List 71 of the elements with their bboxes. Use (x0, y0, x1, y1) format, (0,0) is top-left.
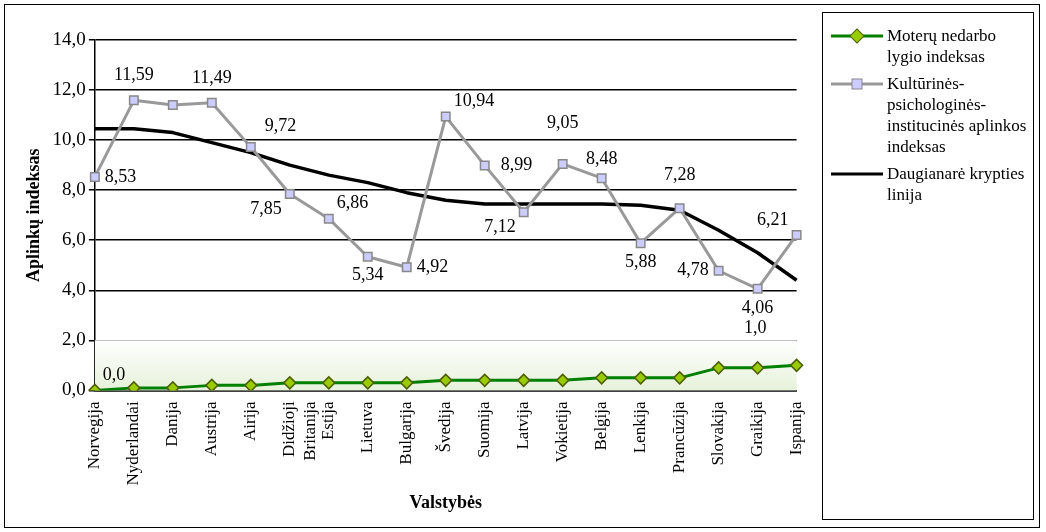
point (674, 203, 685, 214)
point (401, 262, 412, 273)
x-tick-label: Bulgarija (396, 400, 416, 465)
y-tick-label: 6,0 (62, 228, 86, 250)
x-tick-label: Slovakija (708, 400, 728, 466)
x-tick-label: Nyderlandai (123, 401, 143, 486)
x-tick-label: Lenkija (630, 400, 650, 454)
x-tick-label: Estija (318, 400, 338, 441)
x-tick-label: Didžioji Britanija (279, 400, 319, 461)
point (752, 283, 763, 294)
x-tick-label: Danija (162, 400, 182, 447)
x-tick-label: Ispanija (786, 400, 806, 456)
point (128, 95, 139, 106)
point (713, 265, 724, 276)
x-tick-label: Lietuva (357, 400, 377, 454)
data-label: 5,88 (624, 250, 657, 271)
y-tick-label: 4,0 (62, 278, 86, 300)
data-label: 4,92 (416, 255, 449, 276)
point (518, 207, 529, 218)
data-label: 8,99 (500, 154, 533, 175)
point (479, 160, 490, 171)
x-tick-label: Graikija (747, 400, 767, 458)
data-label: 11,49 (191, 66, 232, 87)
point (635, 238, 646, 249)
data-label: 4,06 (741, 296, 774, 317)
x-axis-title: Valstybės (409, 491, 482, 512)
data-label: 9,05 (546, 111, 579, 132)
x-tick-label: Vokietija (552, 400, 572, 463)
point (206, 97, 217, 108)
legend-label: Daugianarė krypties linija (887, 163, 1026, 205)
point (284, 188, 295, 199)
point (791, 229, 802, 240)
data-label: 10,94 (453, 90, 495, 111)
data-label: 8,53 (104, 165, 137, 186)
data-label: 7,85 (250, 197, 282, 218)
point (323, 213, 334, 224)
data-label: 1,0 (744, 317, 767, 338)
data-label: 7,12 (484, 215, 516, 236)
data-label: 6,86 (336, 192, 369, 213)
data-label: 8,48 (585, 147, 618, 168)
data-label: 0,0 (102, 364, 126, 385)
data-label: 6,21 (757, 208, 789, 229)
point (557, 158, 568, 169)
x-tick-label: Prancūzija (669, 400, 689, 474)
y-axis-title: Aplinkų indeksas (23, 148, 44, 282)
legend-label: Kultūrinės-psichologinės-institucinės aplinkos indeksas (887, 73, 1028, 157)
y-tick-label: 2,0 (62, 328, 86, 350)
x-tick-label: Airija (240, 400, 260, 442)
point (167, 100, 178, 111)
x-tick-label: Austrija (201, 400, 221, 457)
point (440, 111, 451, 122)
legend-label: Moterų nedarbo lygio indeksas (887, 25, 998, 67)
data-label: 5,34 (352, 264, 384, 285)
data-label: 4,78 (677, 259, 709, 280)
x-tick-label: Latvija (513, 400, 533, 450)
point (362, 251, 373, 262)
y-tick-label: 10,0 (52, 128, 86, 150)
data-label: 7,28 (663, 163, 696, 184)
x-tick-label: Belgija (591, 400, 611, 451)
x-tick-label: Švedija (435, 400, 455, 453)
x-tick-label: Suomija (474, 400, 494, 459)
y-tick-label: 8,0 (62, 178, 86, 200)
point (596, 173, 607, 184)
y-tick-label: 14,0 (52, 27, 86, 49)
point (245, 142, 256, 153)
x-tick-label: Norvegija (84, 400, 104, 470)
data-label: 11,59 (113, 64, 154, 85)
point (89, 171, 100, 182)
data-label: 9,72 (264, 114, 297, 135)
y-tick-label: 0,0 (62, 378, 86, 400)
y-tick-label: 12,0 (52, 78, 86, 100)
